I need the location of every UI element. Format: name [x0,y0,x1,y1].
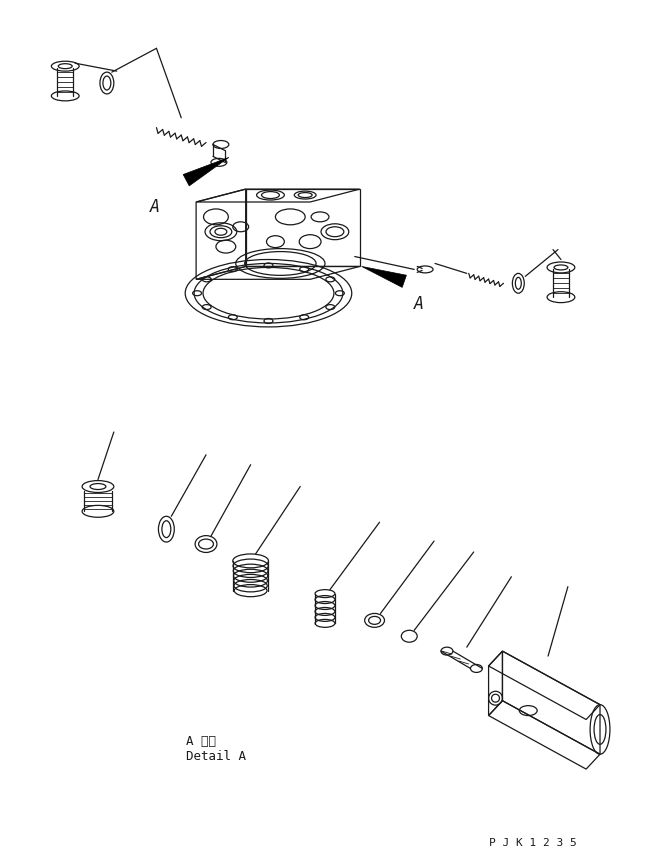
Text: P J K 1 2 3 5: P J K 1 2 3 5 [489,838,576,849]
Polygon shape [183,158,229,186]
Text: Detail A: Detail A [186,750,246,763]
Text: A: A [414,295,424,313]
Polygon shape [362,267,406,288]
Text: A: A [150,198,159,216]
Text: A 詳細: A 詳細 [186,735,216,748]
